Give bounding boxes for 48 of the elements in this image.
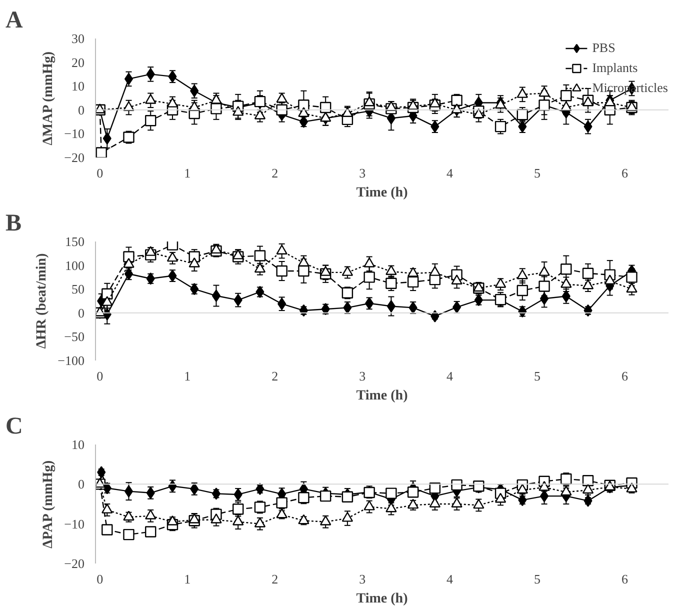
- chart-title: A: [6, 8, 24, 34]
- x-axis-title: Time (h): [356, 186, 408, 200]
- x-tick-label: 6: [622, 572, 629, 586]
- y-tick-label: −50: [64, 329, 85, 344]
- legend-label: Implants: [592, 60, 638, 76]
- x-tick-label: 3: [359, 166, 366, 180]
- y-tick-label: 0: [78, 476, 84, 492]
- x-axis-title: Time (h): [356, 592, 408, 606]
- y-tick-label: 50: [72, 282, 84, 297]
- x-axis-title: Time (h): [356, 388, 408, 404]
- x-tick-label: 1: [184, 166, 191, 180]
- x-tick-label: 3: [359, 572, 366, 586]
- y-tick-label: −20: [64, 150, 85, 165]
- x-tick-label: 4: [446, 368, 454, 384]
- x-tick-label: 5: [534, 368, 541, 384]
- x-tick-label: 2: [272, 166, 278, 180]
- x-tick-label: 3: [359, 368, 366, 384]
- x-tick-label: 1: [184, 572, 191, 586]
- y-tick-label: 20: [72, 54, 84, 70]
- y-tick-label: −20: [64, 556, 85, 571]
- x-tick-label: 6: [622, 368, 629, 384]
- chart-title: C: [6, 414, 23, 440]
- x-tick-label: 4: [446, 166, 454, 180]
- x-tick-label: 0: [96, 166, 104, 180]
- y-axis-title: ΔPAP (mmHg): [41, 460, 56, 548]
- y-tick-label: 10: [72, 78, 84, 94]
- x-tick-label: 0: [96, 368, 104, 384]
- y-tick-label: 150: [65, 234, 84, 249]
- y-axis-title: ΔMAP (mmHg): [41, 51, 56, 146]
- y-tick-label: −10: [64, 516, 85, 532]
- x-tick-label: 5: [534, 166, 541, 180]
- x-tick-label: 2: [272, 572, 278, 586]
- x-tick-label: 0: [96, 572, 104, 586]
- y-tick-label: 100: [65, 258, 84, 273]
- x-tick-label: 2: [272, 368, 278, 384]
- x-tick-label: 4: [446, 572, 454, 586]
- x-tick-label: 6: [622, 166, 629, 180]
- y-tick-label: 30: [72, 31, 84, 46]
- y-tick-label: −100: [58, 353, 85, 368]
- y-tick-label: 10: [72, 437, 84, 452]
- y-tick-label: 0: [78, 305, 84, 320]
- x-tick-label: 5: [534, 572, 541, 586]
- chart-title: B: [6, 210, 22, 236]
- x-tick-label: 1: [184, 368, 191, 384]
- y-tick-label: 0: [78, 102, 84, 118]
- y-tick-label: −10: [64, 126, 85, 142]
- legend-label: PBS: [592, 40, 616, 56]
- y-axis-title: ΔHR (beat/min): [34, 252, 50, 349]
